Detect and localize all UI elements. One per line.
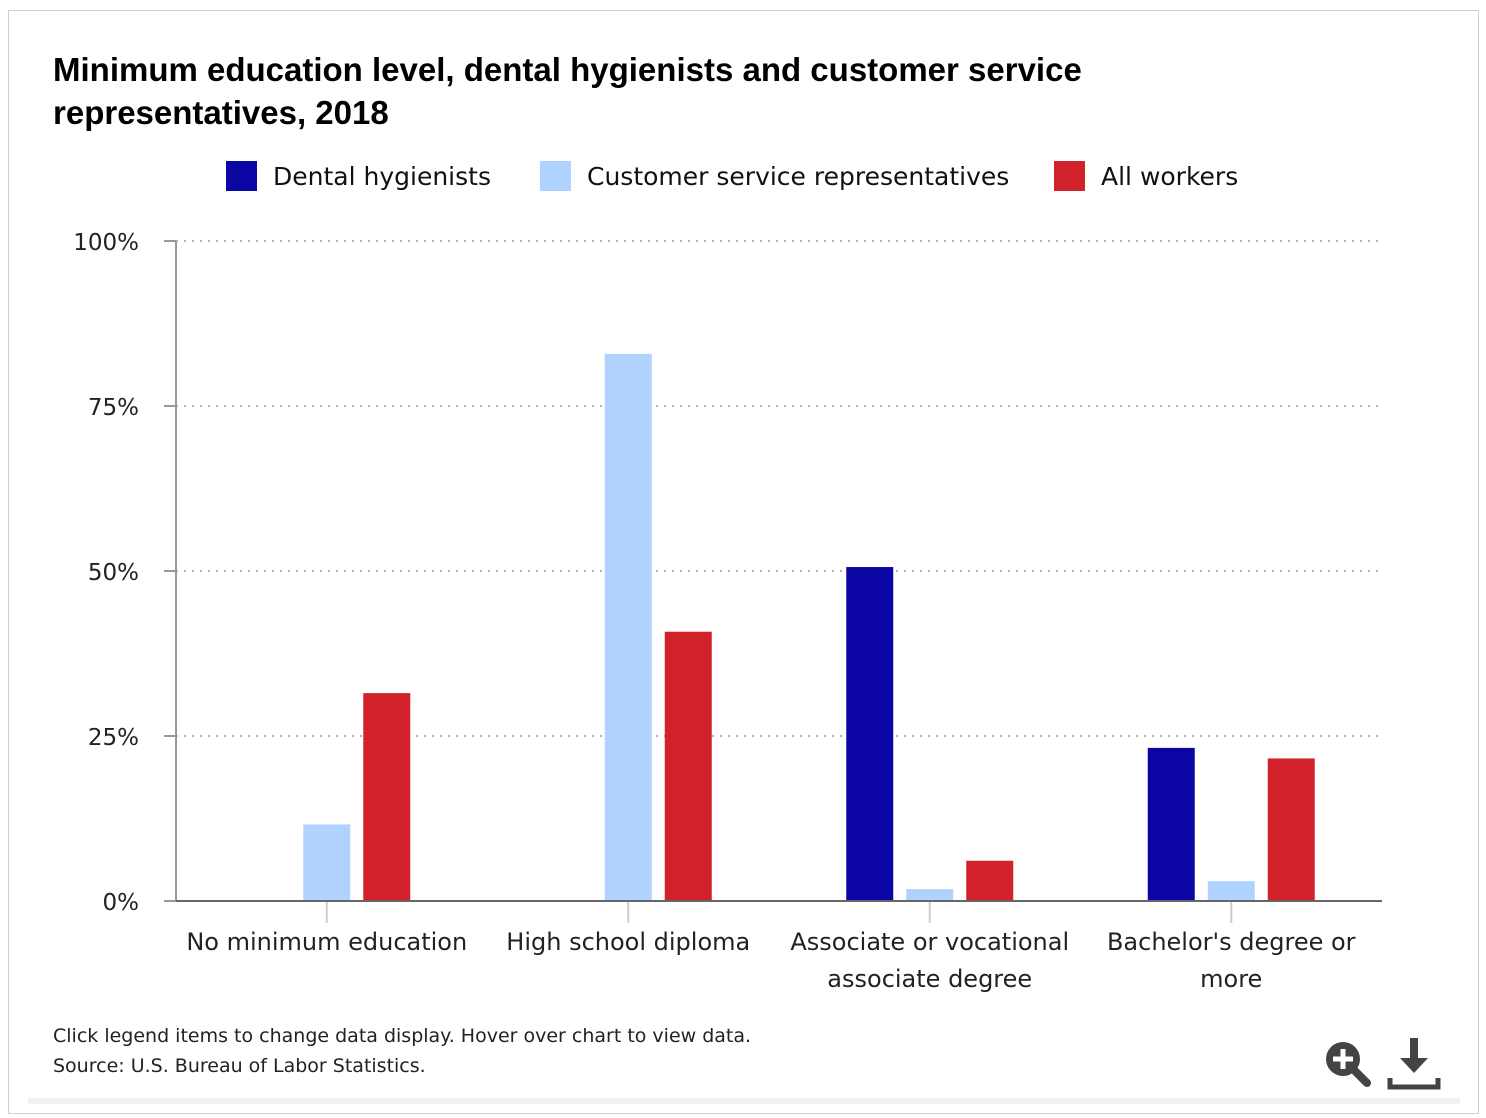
legend-label-dental-hygienists: Dental hygienists: [273, 161, 491, 191]
legend-swatch-all-workers: [1054, 161, 1085, 191]
x-tick-label: more: [1200, 965, 1262, 993]
bar[interactable]: [846, 567, 894, 901]
y-tick-label: 50%: [88, 560, 139, 586]
legend-swatch-dental-hygienists: [226, 161, 257, 191]
legend-item-dental-hygienists[interactable]: Dental hygienists: [226, 156, 491, 196]
bottom-divider: [28, 1098, 1460, 1104]
y-tick-label: 25%: [88, 725, 139, 751]
x-tick-label: associate degree: [827, 965, 1032, 993]
bar[interactable]: [604, 353, 652, 901]
chart-footer: Click legend items to change data displa…: [53, 1021, 751, 1081]
bar[interactable]: [966, 860, 1014, 901]
bar[interactable]: [906, 889, 954, 901]
legend-label-customer-service-representatives: Customer service representatives: [587, 161, 1010, 191]
chart-plot-area[interactable]: 0% 25% 50% 75% 100% No minimum education High …: [0, 0, 1486, 1010]
y-tick-label: 100%: [73, 230, 139, 256]
bar[interactable]: [1267, 758, 1315, 901]
x-tick-label: High school diploma: [506, 928, 750, 956]
bar[interactable]: [1147, 747, 1195, 901]
legend-swatch-customer-service-representatives: [540, 161, 571, 191]
legend-item-all-workers[interactable]: All workers: [1054, 156, 1238, 196]
chart-container: [8, 10, 1479, 1114]
chart-source: Source: U.S. Bureau of Labor Statistics.: [53, 1055, 426, 1077]
bar[interactable]: [303, 824, 351, 901]
zoom-in-icon[interactable]: [1322, 1038, 1372, 1088]
x-tick-label: Associate or vocational: [790, 928, 1069, 956]
x-tick-label: Bachelor's degree or: [1107, 928, 1356, 956]
bar[interactable]: [664, 631, 712, 901]
bar[interactable]: [363, 693, 411, 901]
download-icon[interactable]: [1386, 1036, 1442, 1092]
chart-title: Minimum education level, dental hygienis…: [53, 51, 1082, 131]
y-tick-label: 0%: [103, 890, 140, 916]
x-tick-label: No minimum education: [186, 928, 467, 956]
chart-instructions: Click legend items to change data displa…: [53, 1025, 752, 1047]
y-tick-label: 75%: [88, 395, 139, 421]
legend: Dental hygienists Customer service repre…: [0, 156, 1486, 196]
legend-item-customer-service-representatives[interactable]: Customer service representatives: [540, 156, 1009, 196]
bar[interactable]: [1207, 881, 1255, 901]
legend-label-all-workers: All workers: [1101, 161, 1239, 191]
